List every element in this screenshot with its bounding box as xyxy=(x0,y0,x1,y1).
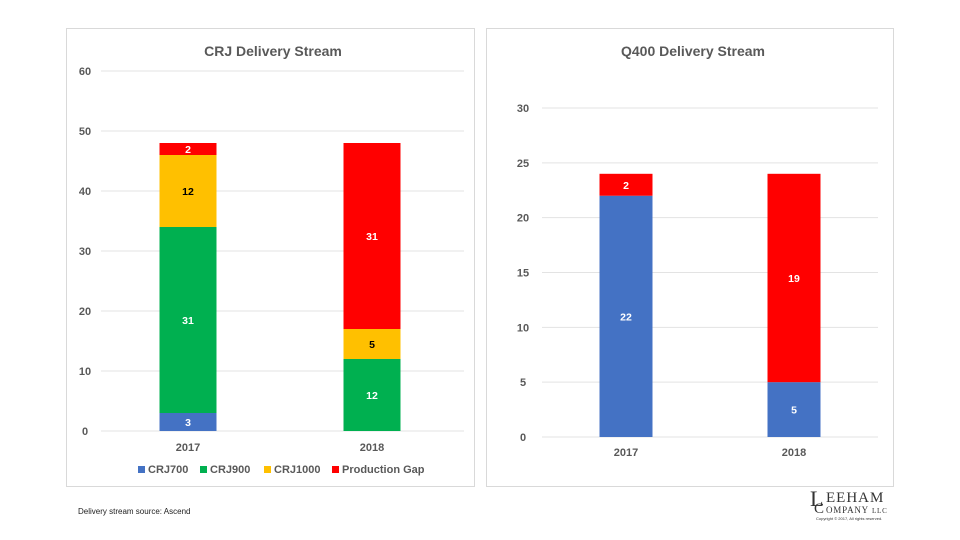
y-tick-label: 10 xyxy=(517,322,529,334)
logo-line2: OMPANY LLC xyxy=(826,505,888,516)
legend-swatch xyxy=(332,466,339,473)
bar-segment-production-gap xyxy=(343,143,401,329)
chart-title: CRJ Delivery Stream xyxy=(204,43,342,59)
bar-data-label: 31 xyxy=(366,231,378,243)
x-category-label: 2018 xyxy=(782,447,806,459)
x-category-label: 2017 xyxy=(614,447,638,459)
y-tick-label: 0 xyxy=(520,432,526,444)
legend-item-label: CRJ700 xyxy=(148,464,188,476)
chart-title: Q400 Delivery Stream xyxy=(621,43,765,59)
bar-segment-production-gap xyxy=(599,173,653,196)
x-category-label: 2017 xyxy=(176,442,200,454)
bar-data-label: 31 xyxy=(182,315,194,327)
y-tick-label: 15 xyxy=(517,268,529,280)
bar-segment-crj900 xyxy=(343,359,401,431)
logo-copyright: Copyright © 2017, All rights reserved. xyxy=(816,516,883,521)
source-note: Delivery stream source: Ascend xyxy=(78,507,191,516)
bar-data-label: 5 xyxy=(369,339,375,351)
chart-legend: CRJ700 CRJ900 CRJ1000 Production Gap xyxy=(138,464,425,476)
y-tick-label: 20 xyxy=(79,306,91,318)
legend-item-label: Production Gap xyxy=(342,464,425,476)
y-tick-label: 30 xyxy=(517,103,529,115)
crj-chart-frame: CRJ Delivery Stream 0 10 20 30 40 50 60 3 31 12 2… xyxy=(66,28,475,487)
bar-data-label: 19 xyxy=(788,273,800,285)
crj-delivery-chart: CRJ Delivery Stream 0 10 20 30 40 50 60 3 31 12 2… xyxy=(79,43,464,476)
bar-segment-production-gap xyxy=(159,143,217,155)
bar-data-label: 3 xyxy=(185,417,191,429)
bar-data-label: 2 xyxy=(185,144,191,156)
bar-data-label: 12 xyxy=(366,390,378,402)
y-tick-label: 40 xyxy=(79,186,91,198)
bar-segment-q400 xyxy=(767,382,821,437)
x-category-label: 2018 xyxy=(360,442,384,454)
bar-data-label: 2 xyxy=(623,180,629,192)
leeham-company-logo: L EEHAM C OMPANY LLC Copyright © 2017, Al… xyxy=(808,488,898,524)
legend-swatch xyxy=(264,466,271,473)
y-tick-label: 20 xyxy=(517,213,529,225)
legend-swatch xyxy=(138,466,145,473)
bar-segment-crj1000 xyxy=(343,329,401,359)
y-tick-label: 60 xyxy=(79,66,91,78)
bar-segment-crj900 xyxy=(159,227,217,413)
y-tick-label: 5 xyxy=(520,377,526,389)
bar-segment-crj700 xyxy=(159,413,217,431)
legend-item-label: CRJ900 xyxy=(210,464,250,476)
y-tick-label: 50 xyxy=(79,126,91,138)
y-tick-label: 30 xyxy=(79,246,91,258)
bar-data-label: 12 xyxy=(182,186,194,198)
logo-llc: LLC xyxy=(871,507,888,515)
bar-segment-production-gap xyxy=(767,173,821,383)
bar-segment-crj1000 xyxy=(159,155,217,227)
logo-line1: EEHAM xyxy=(826,490,885,506)
y-tick-label: 0 xyxy=(82,426,88,438)
logo-initial-l: L xyxy=(810,486,824,511)
legend-item-label: CRJ1000 xyxy=(274,464,320,476)
logo-company: OMPANY xyxy=(826,505,869,515)
bar-data-label: 5 xyxy=(791,405,797,417)
y-tick-label: 25 xyxy=(517,158,529,170)
legend-swatch xyxy=(200,466,207,473)
q400-chart-frame: Q400 Delivery Stream 0 5 10 15 20 25 30 22 2 201… xyxy=(486,28,894,487)
logo-initial-c: C xyxy=(814,501,825,517)
bar-data-label: 22 xyxy=(620,311,632,323)
bar-segment-q400 xyxy=(599,195,653,437)
y-tick-label: 10 xyxy=(79,366,91,378)
